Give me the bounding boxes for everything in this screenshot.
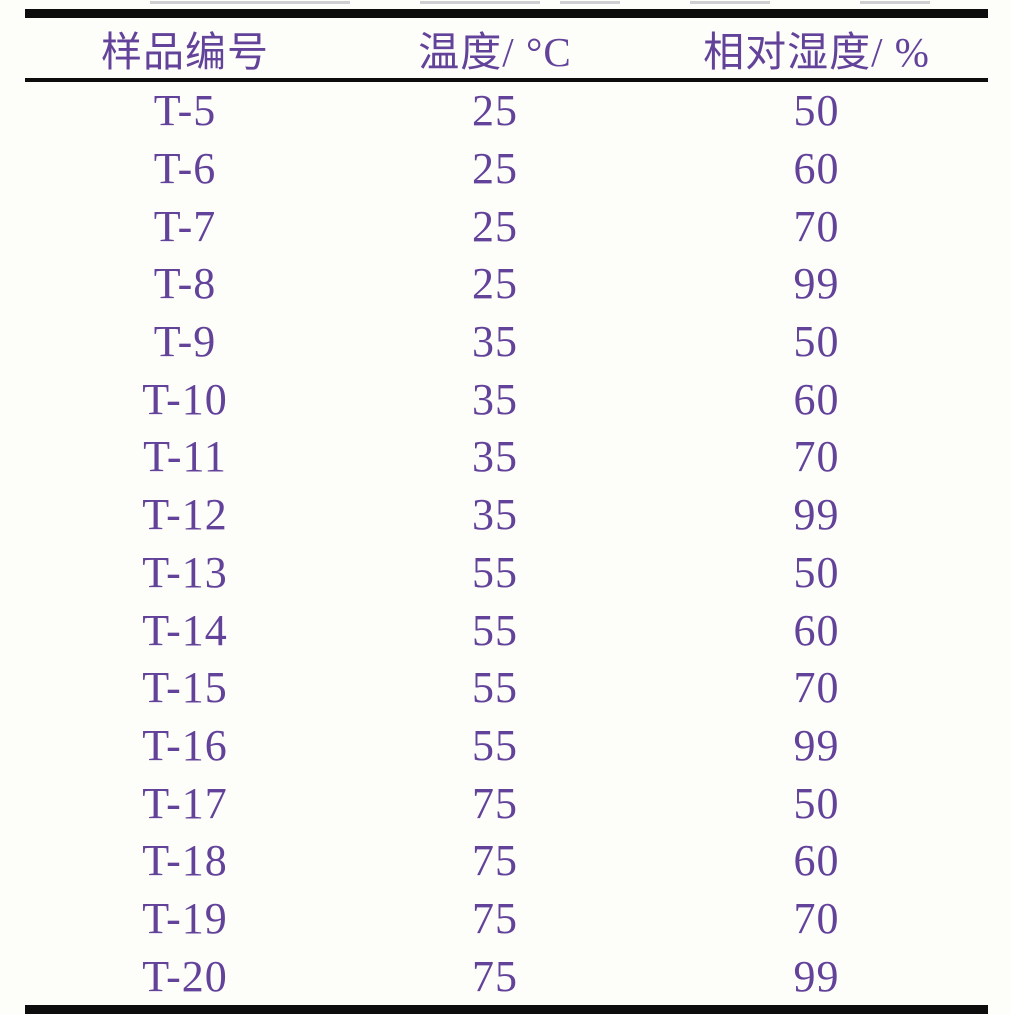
cell-sample-id: T-19 bbox=[142, 893, 228, 943]
table-row: T-5 25 50 bbox=[25, 80, 988, 140]
table-row: T-14 55 60 bbox=[25, 601, 988, 659]
cell-humidity: 99 bbox=[793, 951, 840, 1001]
table-row: T-8 25 99 bbox=[25, 255, 988, 313]
cell-temperature: 35 bbox=[472, 432, 518, 482]
cell-temperature: 55 bbox=[472, 605, 518, 655]
table-row: T-6 25 60 bbox=[25, 140, 988, 198]
cell-humidity: 70 bbox=[793, 432, 840, 482]
cell-sample-id: T-8 bbox=[153, 259, 217, 309]
cell-sample-id: T-17 bbox=[142, 778, 228, 828]
cell-sample-id: T-18 bbox=[142, 836, 228, 886]
cell-humidity: 99 bbox=[793, 259, 840, 309]
conditions-table: 样品编号 温度/ °C 相对湿度/ % T-5 25 50 T-6 25 60 T-7 25 7… bbox=[25, 9, 988, 1014]
cell-temperature: 25 bbox=[472, 201, 518, 251]
cell-humidity: 70 bbox=[793, 201, 840, 251]
cell-temperature: 55 bbox=[472, 720, 518, 770]
cropped-caption-fragment bbox=[0, 0, 1010, 6]
table-row: T-7 25 70 bbox=[25, 197, 988, 255]
cell-humidity: 60 bbox=[793, 374, 840, 424]
cell-temperature: 25 bbox=[472, 259, 518, 309]
cell-humidity: 60 bbox=[793, 605, 840, 655]
cell-humidity: 60 bbox=[793, 836, 840, 886]
table-row: T-20 75 99 bbox=[25, 947, 988, 1009]
column-header-humidity: 相对湿度/ % bbox=[645, 13, 988, 82]
table-row: T-19 75 70 bbox=[25, 890, 988, 948]
cell-sample-id: T-7 bbox=[153, 201, 217, 251]
table-row: T-11 35 70 bbox=[25, 428, 988, 486]
cell-sample-id: T-13 bbox=[142, 547, 228, 597]
table-body: T-5 25 50 T-6 25 60 T-7 25 70 T-8 25 99 T-9 35 50 T-10 3… bbox=[25, 80, 988, 1010]
table-header-row: 样品编号 温度/ °C 相对湿度/ % bbox=[25, 13, 988, 82]
table-row: T-16 55 99 bbox=[25, 717, 988, 775]
cell-temperature: 55 bbox=[472, 547, 518, 597]
cell-humidity: 50 bbox=[793, 778, 840, 828]
table-row: T-12 35 99 bbox=[25, 486, 988, 544]
cell-temperature: 25 bbox=[472, 144, 518, 194]
table-row: T-15 55 70 bbox=[25, 659, 988, 717]
table-row: T-9 35 50 bbox=[25, 313, 988, 371]
cell-sample-id: T-6 bbox=[153, 144, 217, 194]
cell-sample-id: T-5 bbox=[153, 86, 217, 136]
cell-sample-id: T-12 bbox=[142, 490, 228, 540]
cell-humidity: 50 bbox=[793, 86, 840, 136]
cell-humidity: 50 bbox=[793, 317, 840, 367]
table-row: T-18 75 60 bbox=[25, 832, 988, 890]
table-row: T-13 55 50 bbox=[25, 544, 988, 602]
cell-temperature: 75 bbox=[472, 893, 518, 943]
cell-humidity: 99 bbox=[793, 720, 840, 770]
cell-humidity: 60 bbox=[793, 144, 840, 194]
cell-humidity: 70 bbox=[793, 893, 840, 943]
column-header-sample-id: 样品编号 bbox=[25, 13, 345, 82]
cell-temperature: 35 bbox=[472, 374, 518, 424]
cell-temperature: 75 bbox=[472, 836, 518, 886]
conditions-table-wrap: 样品编号 温度/ °C 相对湿度/ % T-5 25 50 T-6 25 60 T-7 25 7… bbox=[25, 9, 988, 1014]
column-header-temperature: 温度/ °C bbox=[345, 13, 645, 82]
cell-sample-id: T-14 bbox=[142, 605, 228, 655]
cell-sample-id: T-10 bbox=[142, 374, 228, 424]
cell-sample-id: T-11 bbox=[143, 432, 227, 482]
cell-temperature: 75 bbox=[472, 951, 518, 1001]
cell-sample-id: T-9 bbox=[153, 317, 217, 367]
cell-temperature: 35 bbox=[472, 317, 518, 367]
cell-humidity: 50 bbox=[793, 547, 840, 597]
cell-temperature: 35 bbox=[472, 490, 518, 540]
cell-temperature: 55 bbox=[472, 663, 518, 713]
cell-sample-id: T-15 bbox=[142, 663, 228, 713]
cell-temperature: 25 bbox=[472, 86, 518, 136]
cell-sample-id: T-20 bbox=[142, 951, 228, 1001]
cell-temperature: 75 bbox=[472, 778, 518, 828]
table-row: T-17 75 50 bbox=[25, 774, 988, 832]
table-row: T-10 35 60 bbox=[25, 370, 988, 428]
cell-sample-id: T-16 bbox=[142, 720, 228, 770]
cell-humidity: 99 bbox=[793, 490, 840, 540]
cell-humidity: 70 bbox=[793, 663, 840, 713]
